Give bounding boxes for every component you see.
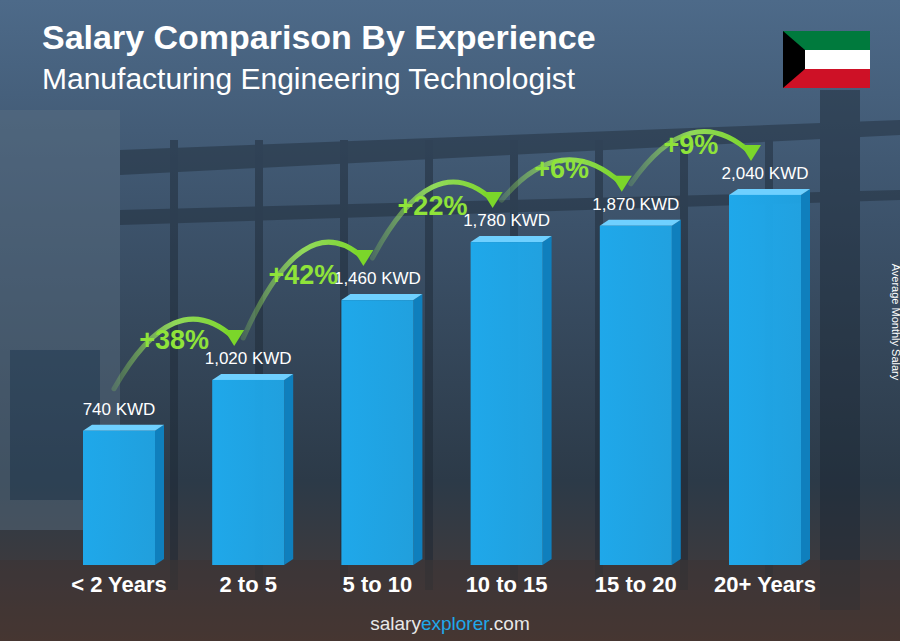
data-label: 1,460 KWD [334, 269, 421, 288]
change-label: +22% [398, 191, 468, 221]
bar-top [83, 425, 164, 431]
bars [83, 189, 810, 565]
bar-top [212, 374, 293, 380]
change-label: +42% [268, 260, 338, 290]
data-label: 2,040 KWD [722, 164, 809, 183]
bar-side [284, 374, 293, 565]
source-part: salary [370, 613, 421, 634]
x-tick-label: < 2 Years [71, 572, 167, 597]
bar-top [471, 236, 552, 242]
bar-top [729, 189, 810, 195]
bar-side [155, 425, 164, 565]
source: salaryexplorer.com [370, 613, 529, 634]
bar [341, 300, 413, 565]
bar-side [543, 236, 552, 565]
change-arrowhead [741, 145, 761, 161]
bar [471, 242, 543, 565]
title: Salary Comparison By Experience [42, 18, 596, 56]
change-label: +38% [139, 325, 209, 355]
bar-side [413, 294, 422, 565]
data-label: 1,780 KWD [463, 211, 550, 230]
bar-side [801, 189, 810, 565]
change-arc [243, 242, 363, 338]
data-label: 740 KWD [83, 400, 156, 419]
background-structure [0, 90, 900, 641]
source-part: explorer [421, 613, 490, 634]
subtitle: Manufacturing Engineering Technologist [42, 62, 576, 95]
flag [783, 31, 870, 88]
labels: 740 KWD < 2 Years 1,020 KWD 2 to 5 1,460 KWD… [71, 164, 816, 597]
x-tick-label: 20+ Years [714, 572, 816, 597]
x-tick-label: 2 to 5 [219, 572, 276, 597]
x-tick-label: 10 to 15 [466, 572, 548, 597]
bar [600, 226, 672, 565]
bar-top [341, 294, 422, 300]
bar-side [672, 220, 681, 565]
source-part: .com [489, 613, 530, 634]
bar [83, 431, 155, 565]
background [0, 0, 900, 641]
change-label: +6% [534, 154, 589, 184]
data-label: 1,870 KWD [592, 195, 679, 214]
change-arc [372, 182, 492, 258]
change-arc [114, 319, 234, 389]
bar [212, 380, 284, 565]
data-label: 1,020 KWD [205, 349, 292, 368]
chart-root: Salary Comparison By Experience Manufactu… [0, 0, 900, 641]
x-tick-label: 5 to 10 [343, 572, 413, 597]
bar [729, 195, 801, 565]
change-label: +9% [664, 130, 719, 160]
bar-top [600, 220, 681, 226]
y-axis-label: Average Monthly Salary [890, 264, 900, 381]
chart-svg: Salary Comparison By Experience Manufactu… [0, 0, 900, 641]
x-tick-label: 15 to 20 [595, 572, 677, 597]
annotations: +38% +42% +22% +6% +9% [114, 130, 761, 388]
